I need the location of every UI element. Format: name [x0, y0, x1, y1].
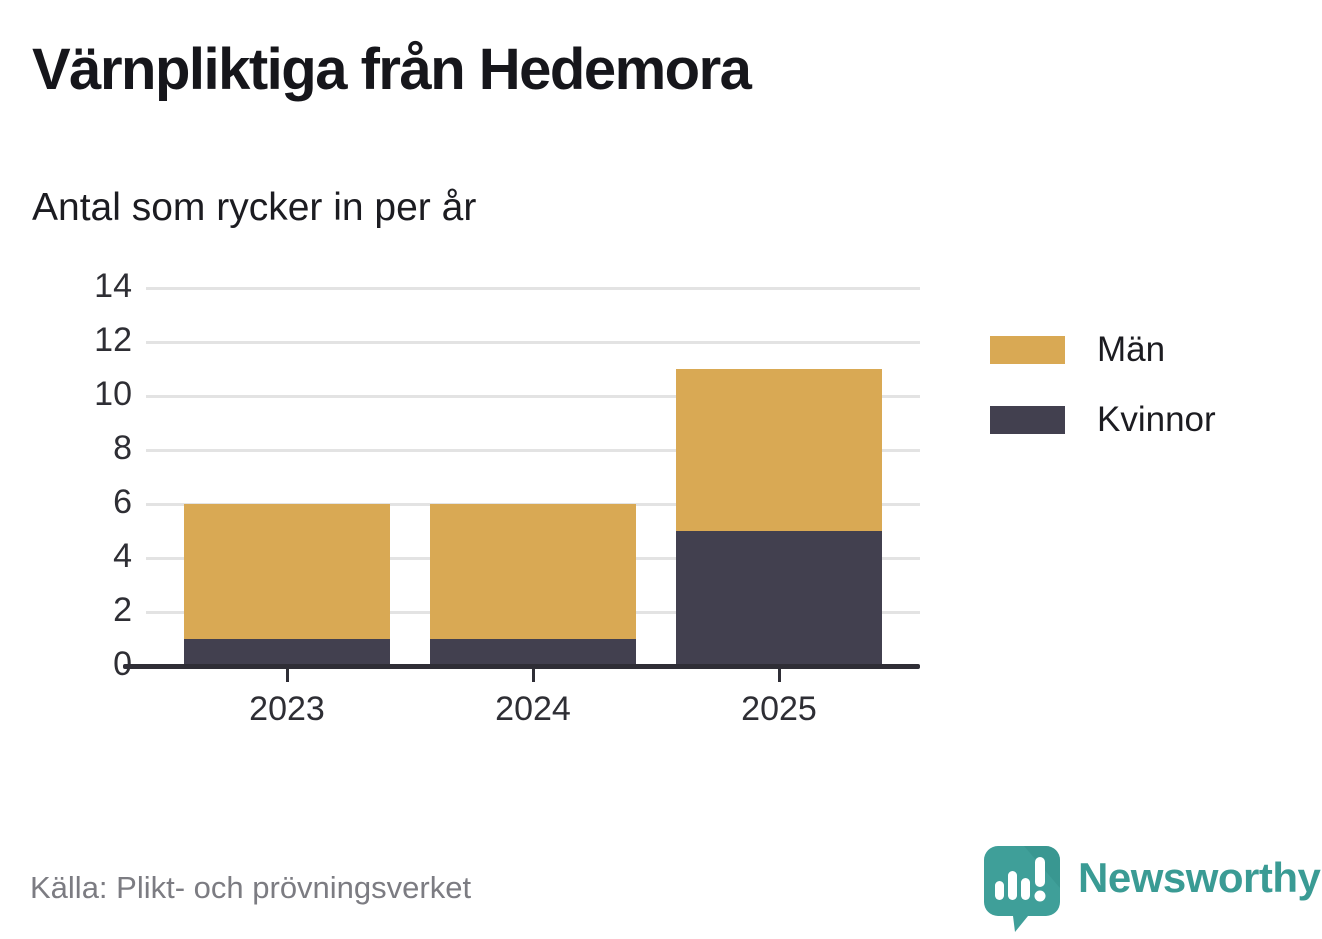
- y-tick-label-8: 8: [113, 429, 132, 467]
- gridline-y10: [146, 395, 920, 398]
- gridline-y14: [146, 287, 920, 290]
- legend-swatch-Kvinnor: [990, 406, 1065, 434]
- legend-item-Män: Män: [990, 330, 1216, 370]
- chart-title: Värnpliktiga från Hedemora: [32, 37, 752, 102]
- y-tick-label-12: 12: [94, 321, 132, 359]
- y-tick-label-4: 4: [113, 537, 132, 575]
- gridline-y8: [146, 449, 920, 452]
- y-tick-label-10: 10: [94, 375, 132, 413]
- bar-2025-Kvinnor: [676, 531, 882, 666]
- legend-label-Män: Män: [1097, 330, 1166, 369]
- x-tick-2024: [531, 669, 535, 682]
- x-tick-label-2025: 2025: [741, 690, 817, 728]
- y-tick-label-0: 0: [20, 645, 132, 684]
- gridline-y12: [146, 341, 920, 344]
- bar-2023-Kvinnor: [184, 639, 390, 666]
- x-tick-label-2023: 2023: [249, 690, 325, 728]
- bar-2024-Kvinnor: [430, 639, 636, 666]
- bar-2025-Män: [676, 369, 882, 531]
- chart-subtitle: Antal som rycker in per år: [32, 186, 477, 229]
- legend-label-Kvinnor: Kvinnor: [1097, 400, 1216, 439]
- brand-logo: Newsworthy: [982, 844, 1321, 934]
- x-axis-line: [123, 664, 920, 669]
- x-tick-2023: [285, 669, 289, 682]
- bar-2024-Män: [430, 504, 636, 639]
- x-tick-2025: [777, 669, 781, 682]
- x-tick-label-2024: 2024: [495, 690, 571, 728]
- newsworthy-speech-bubble-icon: [984, 846, 1060, 932]
- plot-area: [146, 287, 920, 666]
- brand-name: Newsworthy: [1078, 854, 1321, 901]
- source-text: Källa: Plikt- och prövningsverket: [30, 870, 472, 905]
- legend-item-Kvinnor: Kvinnor: [990, 400, 1216, 440]
- y-tick-label-2: 2: [113, 591, 132, 629]
- y-tick-label-14: 14: [94, 267, 132, 305]
- legend: Män Kvinnor: [990, 330, 1216, 470]
- y-tick-label-6: 6: [113, 483, 132, 521]
- bar-2023-Män: [184, 504, 390, 639]
- legend-swatch-Män: [990, 336, 1065, 364]
